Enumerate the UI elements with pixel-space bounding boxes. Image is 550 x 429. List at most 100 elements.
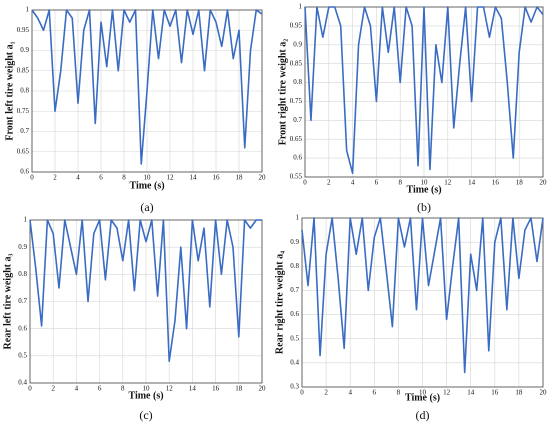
plot-frame: [31, 9, 263, 173]
y-tick-label: 0.8: [20, 87, 29, 95]
y-tick-label: 0.6: [20, 168, 29, 176]
x-tick-label: 16: [492, 179, 500, 187]
x-tick-label: 8: [397, 389, 401, 397]
x-tick-label: 18: [235, 385, 243, 393]
y-tick-label: 0.9: [18, 243, 27, 251]
x-tick-label: 6: [375, 179, 379, 187]
y-tick-label: 0.85: [17, 66, 30, 74]
x-tick-label: 8: [122, 174, 126, 182]
y-axis-label: Front left tire weight a₁: [4, 41, 15, 140]
y-tick-label: 0.6: [290, 310, 299, 318]
x-axis-label: Time (s): [129, 180, 164, 191]
y-tick-label: 0.8: [290, 262, 299, 270]
x-tick-label: 20: [540, 389, 548, 397]
x-tick-label: 0: [28, 385, 32, 393]
y-tick-label: 0.85: [290, 59, 303, 67]
y-tick-label: 0.65: [17, 147, 30, 155]
y-tick-label: 0.9: [293, 40, 302, 48]
x-tick-label: 18: [515, 389, 523, 397]
x-tick-label: 12: [444, 179, 452, 187]
x-tick-label: 16: [213, 174, 221, 182]
data-line: [304, 6, 544, 175]
x-tick-label: 16: [212, 385, 220, 393]
plot-frame: [29, 219, 263, 384]
y-tick-label: 0.8: [18, 270, 27, 278]
x-tick-label: 4: [351, 179, 355, 187]
x-tick-label: 14: [190, 174, 198, 182]
x-axis-label: Time (s): [406, 184, 441, 195]
y-tick-label: 0.6: [18, 324, 27, 332]
x-tick-label: 6: [373, 389, 377, 397]
panel: 0.30.40.50.60.70.80.910 2 4 6 8 10 12 14 16 18 20T…: [274, 214, 547, 422]
x-tick-label: 2: [324, 389, 328, 397]
data-line: [31, 9, 263, 165]
x-axis-label: Time (s): [128, 390, 163, 401]
x-tick-label: 6: [99, 174, 103, 182]
y-tick-label: 0.75: [290, 97, 303, 105]
y-tick-label: 0.7: [18, 297, 27, 305]
y-tick-label: 0.7: [290, 286, 299, 294]
x-tick-label: 0: [300, 389, 304, 397]
x-tick-label: 20: [259, 174, 267, 182]
x-tick-label: 2: [53, 174, 57, 182]
x-tick-label: 12: [167, 174, 175, 182]
x-tick-label: 10: [143, 385, 151, 393]
panel-caption: (b): [417, 200, 431, 214]
y-tick-label: 0.8: [293, 78, 302, 86]
x-tick-label: 8: [121, 385, 125, 393]
y-axis-label: Rear right tire weight a₄: [274, 251, 285, 354]
y-tick-label: 1: [24, 216, 28, 224]
y-tick-label: 1: [26, 6, 30, 14]
x-tick-label: 14: [467, 389, 475, 397]
x-tick-label: 18: [236, 174, 244, 182]
x-tick-label: 14: [189, 385, 197, 393]
x-tick-label: 0: [303, 179, 307, 187]
x-tick-label: 10: [421, 179, 429, 187]
x-tick-label: 8: [398, 179, 402, 187]
y-tick-label: 0.7: [20, 127, 29, 135]
y-tick-label: 0.9: [290, 238, 299, 246]
x-tick-label: 12: [443, 389, 451, 397]
x-tick-label: 20: [259, 385, 267, 393]
y-tick-label: 0.95: [290, 21, 303, 29]
x-tick-label: 4: [75, 385, 79, 393]
x-tick-label: 4: [76, 174, 80, 182]
x-tick-label: 2: [327, 179, 331, 187]
y-tick-label: 1: [296, 214, 300, 222]
y-tick-label: 0.5: [290, 334, 299, 342]
x-tick-label: 20: [540, 179, 548, 187]
x-tick-label: 4: [348, 389, 352, 397]
y-tick-label: 0.6: [293, 154, 302, 162]
x-axis-label: Time (s): [405, 392, 440, 403]
x-tick-label: 0: [30, 174, 34, 182]
x-tick-label: 14: [468, 179, 476, 187]
panel-caption: (d): [416, 408, 430, 422]
y-tick-label: 0.75: [17, 107, 30, 115]
x-tick-label: 10: [144, 174, 152, 182]
y-tick-label: 0.5: [18, 351, 27, 359]
data-line: [29, 219, 262, 363]
y-tick-label: 1: [299, 3, 303, 11]
x-tick-label: 10: [419, 389, 427, 397]
y-tick-label: 0.7: [293, 116, 302, 124]
y-tick-label: 0.3: [290, 383, 299, 391]
x-tick-label: 18: [516, 179, 524, 187]
y-tick-label: 0.65: [290, 135, 303, 143]
x-tick-label: 2: [51, 385, 55, 393]
y-tick-label: 0.9: [20, 46, 29, 54]
y-axis-label: Rear left tire weight a₃: [2, 254, 13, 350]
panel-caption: (c): [139, 408, 152, 422]
data-line: [301, 217, 544, 374]
y-tick-label: 0.55: [290, 173, 303, 181]
x-tick-label: 16: [491, 389, 499, 397]
x-tick-label: 6: [98, 385, 102, 393]
panel-caption: (a): [140, 200, 153, 214]
x-tick-label: 12: [166, 385, 174, 393]
y-axis-label: Front right tire weight a₂: [277, 39, 288, 146]
panel: 0.40.50.60.70.80.910 2 4 6 8 10 12 14 16 18 20Time…: [2, 216, 266, 422]
y-tick-label: 0.4: [290, 358, 299, 366]
y-tick-label: 0.95: [17, 26, 30, 34]
